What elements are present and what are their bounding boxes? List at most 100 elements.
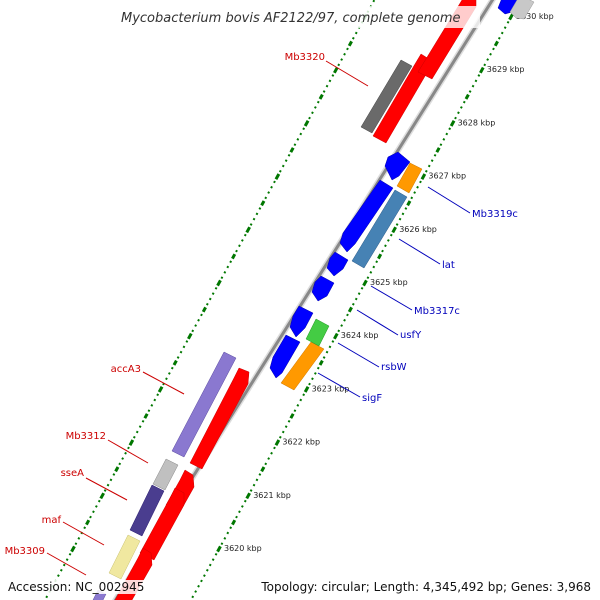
scale-minor-tick: [252, 217, 256, 221]
scale-minor-tick: [226, 265, 230, 269]
scale-minor-tick: [340, 58, 343, 61]
scale-minor-tick: [322, 356, 326, 359]
scale-major-tick: [347, 306, 353, 313]
scale-minor-tick: [197, 318, 200, 322]
scale-minor-tick: [255, 212, 259, 216]
scale-minor-tick: [401, 212, 405, 216]
scale-major-tick: [464, 93, 470, 100]
scale-minor-tick: [351, 302, 355, 306]
gene-Mb3320[interactable]: [360, 59, 413, 134]
scale-minor-tick: [194, 324, 197, 327]
scale-minor-tick: [229, 526, 233, 530]
scale-minor-tick: [311, 377, 314, 381]
scale-minor-tick: [404, 207, 408, 210]
scale-minor-tick: [506, 20, 510, 24]
scale-minor-tick: [457, 111, 460, 115]
gene-reverse-grey[interactable]: [509, 0, 535, 20]
scale-major-tick: [333, 66, 339, 74]
scale-minor-tick: [293, 143, 297, 147]
scale-minor-tick: [203, 574, 206, 577]
scale-minor-tick: [211, 558, 215, 561]
gene-reverse-blue[interactable]: [326, 251, 349, 277]
scale-minor-tick: [83, 526, 87, 530]
scale-minor-tick: [62, 563, 66, 567]
scale-minor-tick: [170, 366, 174, 370]
scale-minor-tick: [500, 31, 504, 35]
scale-minor-tick: [89, 515, 92, 519]
scale-minor-tick: [208, 563, 212, 567]
scale-minor-tick: [474, 79, 478, 83]
scale-minor-tick: [284, 159, 288, 162]
scale-major-tick: [172, 359, 178, 366]
scale-minor-tick: [372, 265, 376, 269]
scale-label: 3624 kbp: [341, 331, 379, 340]
scale-minor-tick: [214, 286, 218, 290]
forward-strand: [92, 0, 477, 600]
scale-major-tick: [260, 200, 266, 207]
scale-minor-tick: [492, 47, 495, 51]
scale-minor-tick: [200, 579, 203, 583]
gene-Mb3312[interactable]: [152, 458, 179, 491]
scale-major-tick: [201, 306, 207, 313]
scale-minor-tick: [273, 180, 276, 184]
scale-minor-tick: [325, 350, 329, 354]
scale-minor-tick: [191, 329, 195, 333]
scale-major-tick: [479, 66, 485, 74]
gene-reverse-blue[interactable]: [311, 275, 335, 302]
scale-minor-tick: [460, 106, 463, 109]
scale-minor-tick: [194, 590, 197, 593]
scale-minor-tick: [322, 90, 326, 93]
gene-lat[interactable]: [351, 189, 408, 269]
scale-minor-tick: [255, 478, 259, 482]
gene-Mb3319c[interactable]: [396, 162, 423, 194]
scale-major-tick: [303, 120, 310, 127]
gene-sseA[interactable]: [129, 484, 165, 537]
scale-label: 3626 kbp: [399, 225, 437, 234]
scale-minor-tick: [135, 430, 139, 434]
gene-reverse-blue[interactable]: [269, 334, 301, 379]
gene-label-Mb3317c: Mb3317c: [414, 306, 460, 317]
reverse-leaders: [317, 186, 471, 398]
map-title: Mycobacterium bovis AF2122/97, complete …: [121, 11, 460, 26]
scale-minor-tick: [147, 409, 151, 413]
scale-minor-tick: [416, 185, 419, 189]
scale-major-tick: [289, 147, 295, 153]
scale-minor-tick: [223, 271, 227, 274]
scale-label: 3629 kbp: [487, 65, 525, 74]
gene-reverse-blue[interactable]: [339, 179, 394, 253]
gene-forward-red[interactable]: [189, 367, 250, 470]
scale-major-tick: [187, 332, 193, 340]
gene-label-sigF: sigF: [362, 393, 382, 404]
scale-minor-tick: [92, 510, 95, 514]
scale-label: 3622 kbp: [282, 438, 320, 447]
scale-major-tick: [303, 386, 310, 393]
scale-minor-tick: [325, 84, 329, 88]
gene-label-Mb3312: Mb3312: [66, 431, 106, 442]
scale-major-tick: [289, 413, 295, 419]
scale-minor-tick: [430, 159, 434, 162]
forward-leaders: [46, 60, 369, 576]
scale-minor-tick: [45, 595, 49, 599]
gene-reverse-blue[interactable]: [497, 0, 521, 15]
gene-reverse-blue[interactable]: [384, 151, 411, 181]
scale-major-tick: [406, 200, 412, 207]
scale-major-tick: [128, 439, 135, 446]
scale-major-tick: [231, 253, 237, 260]
scale-minor-tick: [375, 260, 379, 264]
gene-label-Mb3320: Mb3320: [285, 52, 325, 63]
scale-minor-tick: [328, 345, 332, 349]
scale-minor-tick: [384, 244, 387, 248]
scale-minor-tick: [346, 313, 349, 317]
gene-sigF[interactable]: [280, 341, 325, 391]
gene-accA3[interactable]: [171, 351, 237, 458]
scale-major-tick: [391, 226, 397, 234]
scale-major-tick: [114, 466, 120, 473]
scale-minor-tick: [211, 292, 215, 295]
scale-minor-tick: [387, 239, 390, 242]
gene-reverse-blue[interactable]: [289, 305, 314, 338]
scale-minor-tick: [314, 106, 317, 109]
gene-forward-red[interactable]: [139, 487, 185, 561]
gene-maf[interactable]: [108, 534, 141, 580]
gene-rsbW[interactable]: [305, 318, 330, 347]
scale-minor-tick: [442, 138, 446, 141]
